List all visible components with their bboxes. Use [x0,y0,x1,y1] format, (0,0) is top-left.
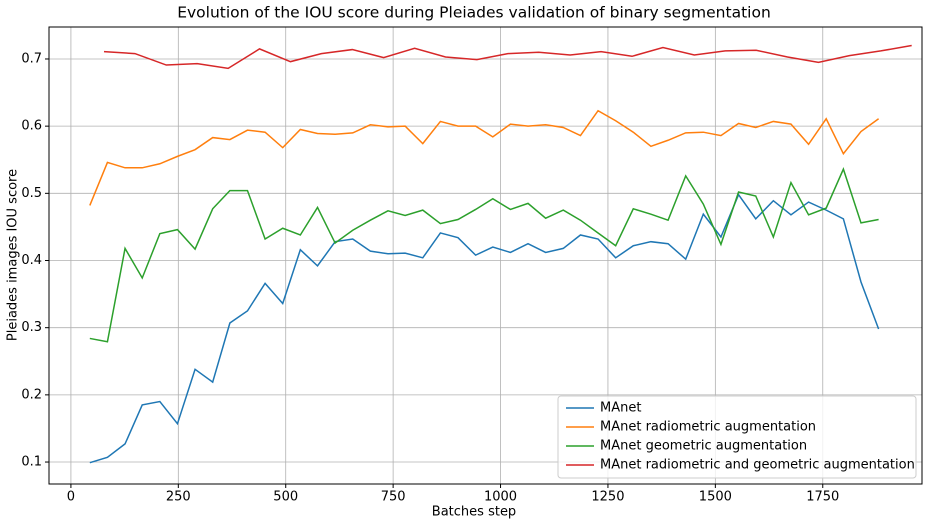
x-tick-label: 1250 [591,490,624,505]
series-line [89,167,879,343]
x-tick-label: 250 [166,490,191,505]
x-tick-label: 1500 [699,490,732,505]
legend-label: MAnet [600,401,641,416]
x-tick-label: 1000 [484,490,517,505]
y-tick-label: 0.2 [21,387,42,402]
x-tick-label: 1750 [806,490,839,505]
x-tick-label: 0 [67,490,75,505]
series-line [103,44,912,70]
y-tick-label: 0.4 [21,253,42,268]
series-line [89,193,880,464]
y-axis-label: Pleiades images IOU score [6,169,21,341]
legend-label: MAnet geometric augmentation [600,439,807,454]
x-axis-label: Batches step [432,505,516,520]
y-tick-label: 0.1 [21,455,42,470]
plot-frame [48,26,923,485]
chart-title: Evolution of the IOU score during Pleiad… [177,4,771,22]
x-tick-label: 750 [381,490,406,505]
y-tick-label: 0.6 [21,119,42,134]
y-tick-label: 0.7 [21,51,42,66]
x-tick-label: 500 [273,490,298,505]
legend-box [557,395,917,479]
y-tick-label: 0.3 [21,320,42,335]
y-tick-label: 0.5 [21,186,42,201]
legend-label: MAnet radiometric augmentation [600,420,816,435]
series-line [89,109,880,206]
legend-label: MAnet radiometric and geometric augmenta… [600,458,915,473]
